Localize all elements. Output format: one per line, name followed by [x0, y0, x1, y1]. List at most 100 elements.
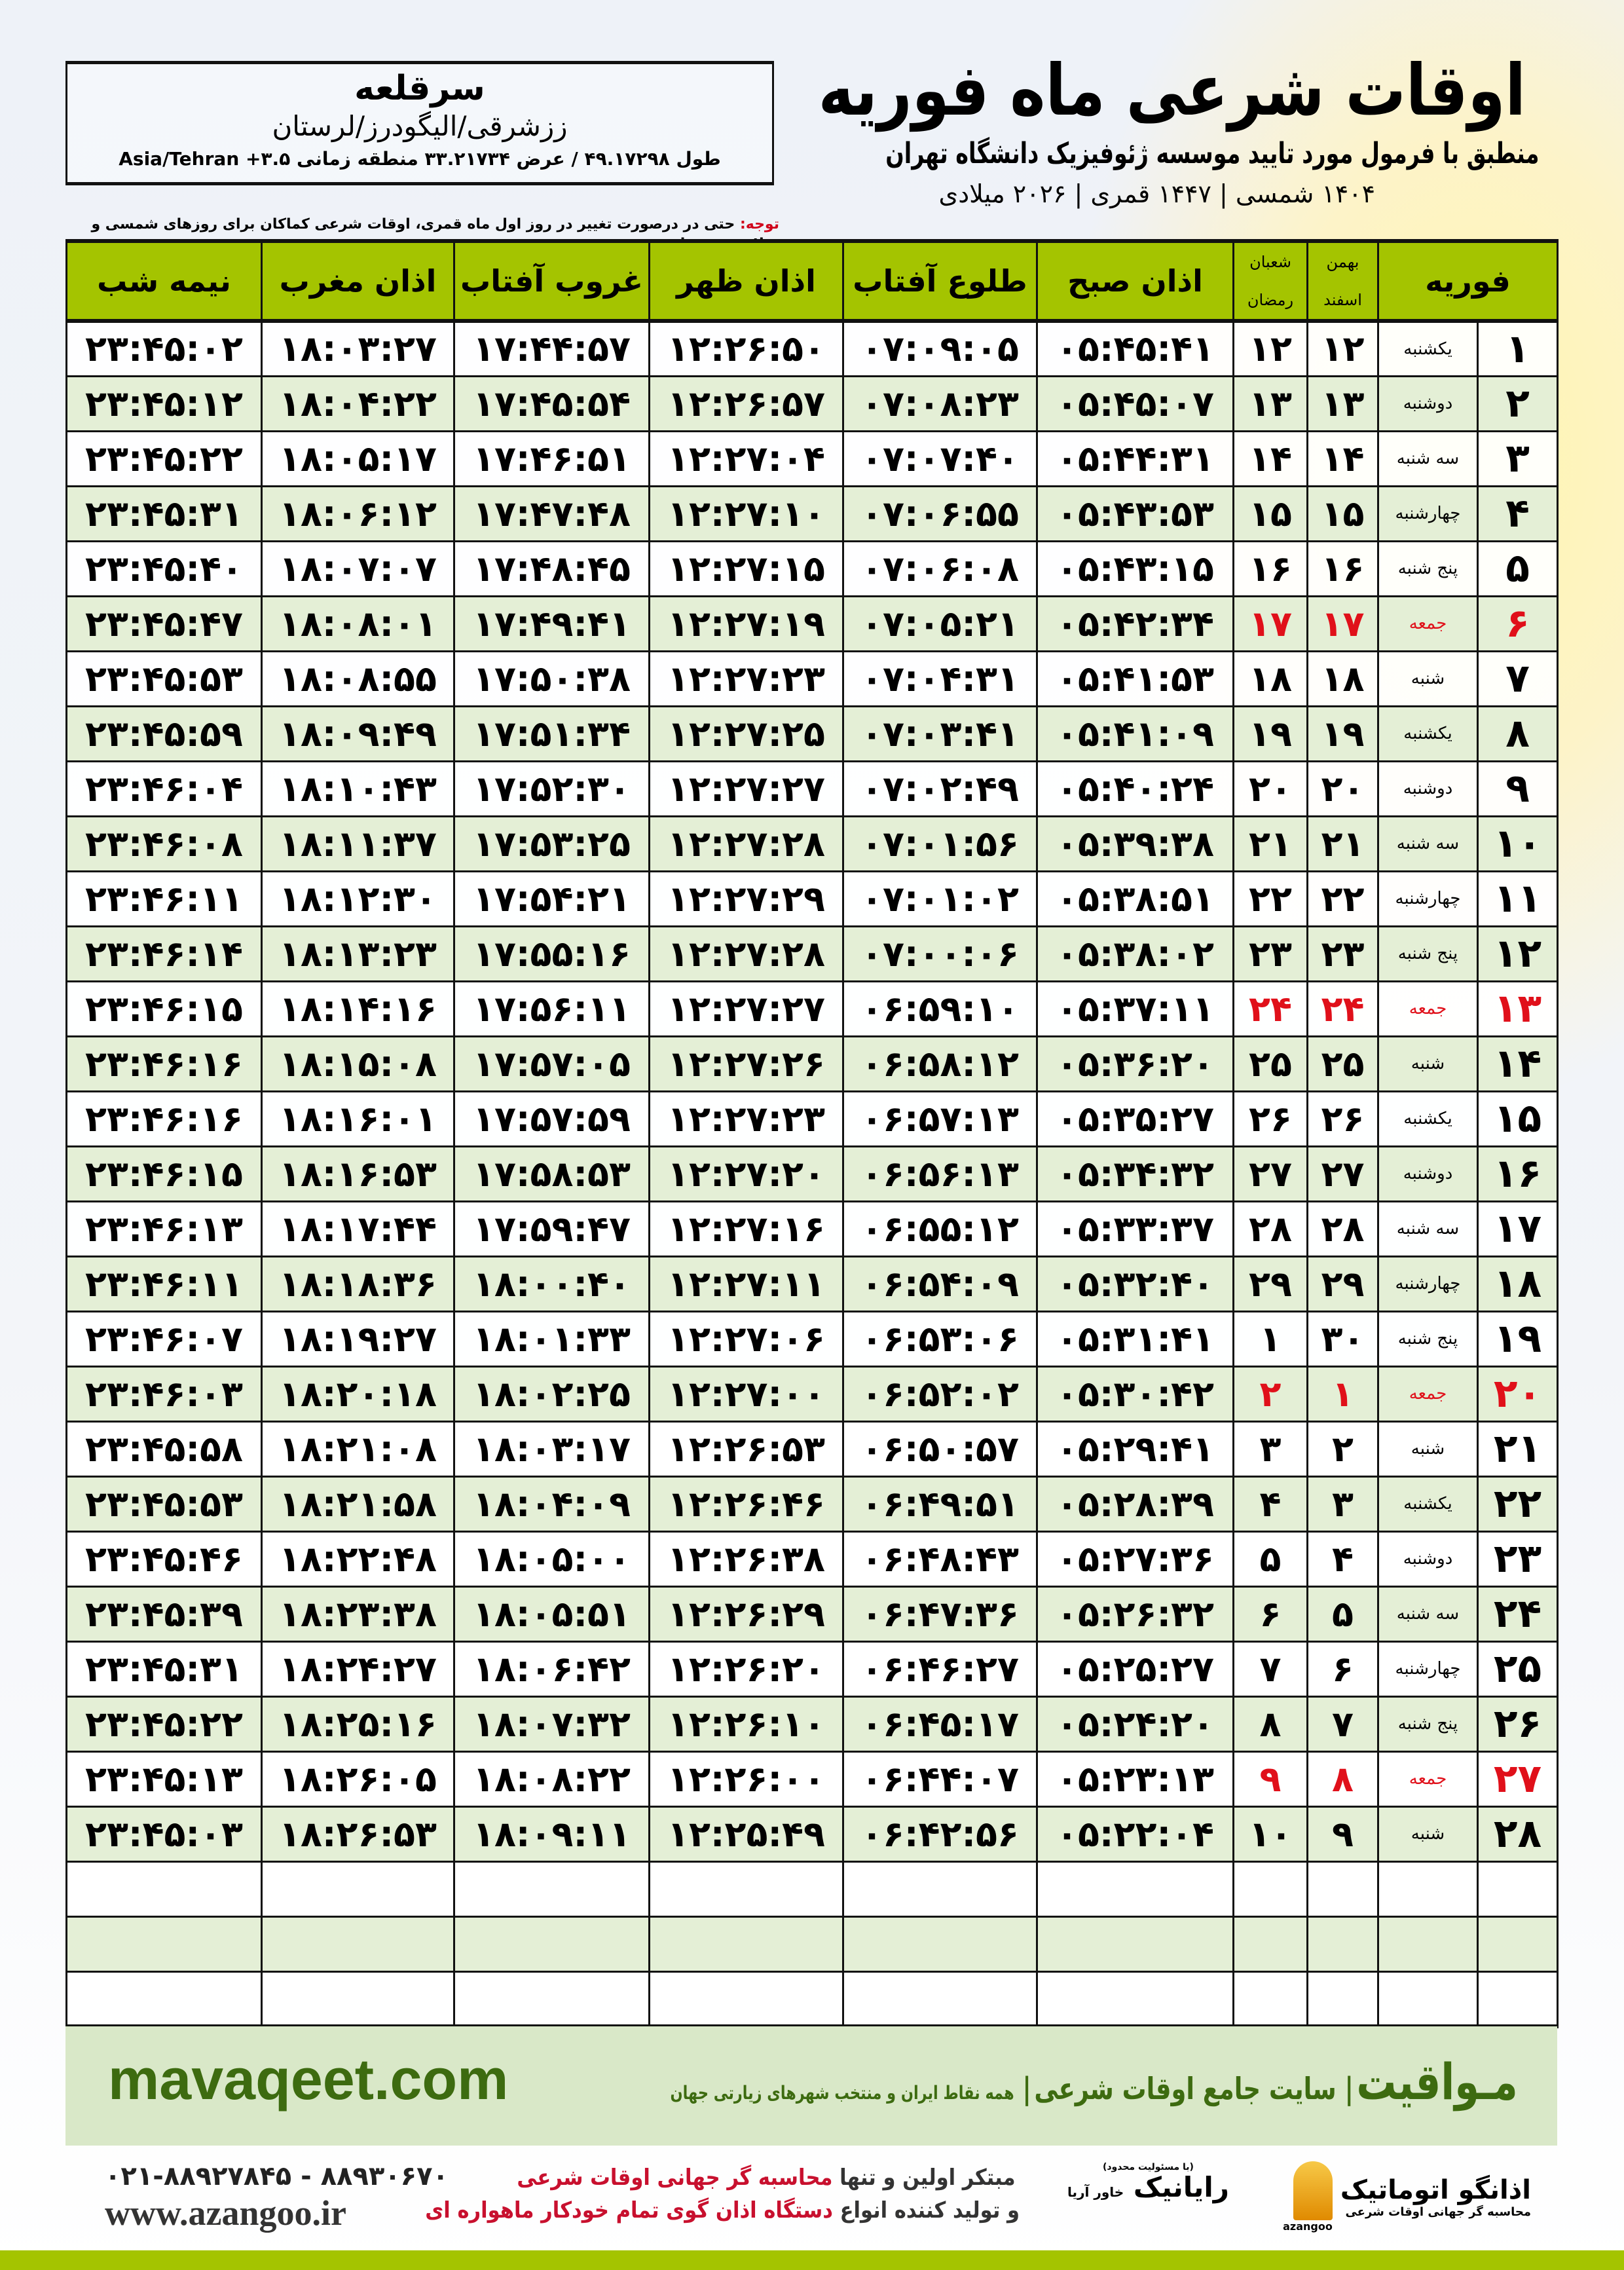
cell-qamari-day: ۱۵: [1232, 485, 1308, 542]
cell-dhuhr: ۱۲:۲۶:۰۰: [648, 1750, 844, 1808]
cell-day: ۲۰: [1477, 1365, 1559, 1423]
cell-fajr: ۰۵:۳۹:۳۸: [1036, 815, 1234, 872]
cell-qamari-day: ۱۷: [1232, 595, 1308, 652]
mavaqeet-tagline2: همه نقاط ایران و منتخب شهرهای زیارتی جها…: [670, 2082, 1014, 2104]
cell-shamsi-day: ۲۳: [1306, 925, 1379, 982]
mavaqeet-url[interactable]: mavaqeet.com: [108, 2047, 509, 2112]
mavaqeet-tagline: سایت جامع اوقات شرعی: [1034, 2071, 1337, 2106]
cell-shamsi-day: ۸: [1306, 1750, 1379, 1808]
cell-shamsi-day: ۲۰: [1306, 760, 1379, 817]
cell-sunset: ۱۸:۰۱:۳۳: [453, 1310, 650, 1368]
table-row: ۳ سه شنبه ۱۴ ۱۴ ۰۵:۴۴:۳۱ ۰۷:۰۷:۴۰ ۱۲:۲۷:۰۴ ۱۷:۴…: [65, 430, 1559, 487]
cell-shamsi-day: ۲۴: [1306, 980, 1379, 1037]
cell-day: ۹: [1477, 760, 1559, 817]
cell-sunset: ۱۷:۵۷:۰۵: [453, 1035, 650, 1092]
cell-maghrib: ۱۸:۱۲:۳۰: [261, 870, 455, 927]
header-sunrise: طلوع آفتاب: [842, 239, 1038, 323]
cell-sunrise: ۰۷:۰۴:۳۱: [842, 650, 1038, 707]
cell-shamsi-day: ۱۶: [1306, 540, 1379, 597]
cell-day: ۲۴: [1477, 1585, 1559, 1643]
cell-maghrib: ۱۸:۲۶:۵۳: [261, 1805, 455, 1863]
cell-dhuhr: ۱۲:۲۶:۵۰: [648, 320, 844, 377]
cell-qamari-day: ۱۹: [1232, 705, 1308, 762]
cell-midnight: ۲۳:۴۶:۰۸: [65, 815, 263, 872]
cell-weekday: پنج شنبه: [1377, 1310, 1479, 1368]
cell-day: ۶: [1477, 595, 1559, 652]
cell-sunrise: ۰۶:۵۲:۰۲: [842, 1365, 1038, 1423]
cell-midnight: ۲۳:۴۵:۳۱: [65, 485, 263, 542]
cell-fajr: ۰۵:۳۳:۳۷: [1036, 1200, 1234, 1257]
cell-day: ۲۵: [1477, 1640, 1559, 1698]
cell-shamsi-day: ۲: [1306, 1420, 1379, 1478]
cell-weekday: جمعه: [1377, 1365, 1479, 1423]
cell-midnight: ۲۳:۴۵:۵۳: [65, 1475, 263, 1533]
header-month: فوریه: [1377, 239, 1559, 323]
rayanik-note: (با مسئولیت محدود): [1102, 2162, 1194, 2172]
cell-day: ۳: [1477, 430, 1559, 487]
cell-weekday: یکشنبه: [1377, 1090, 1479, 1147]
cell-fajr: ۰۵:۲۷:۳۶: [1036, 1530, 1234, 1588]
cell-sunrise: ۰۷:۰۰:۰۶: [842, 925, 1038, 982]
cell-shamsi-day: ۳: [1306, 1475, 1379, 1533]
note: توجه: حتی در درصورت تغییر در روز اول ماه…: [65, 215, 779, 254]
cell-qamari-day: ۱۶: [1232, 540, 1308, 597]
cell-dhuhr: ۱۲:۲۶:۵۳: [648, 1420, 844, 1478]
cell-fajr: ۰۵:۲۴:۲۰: [1036, 1695, 1234, 1753]
cell-day: ۱۷: [1477, 1200, 1559, 1257]
cell-dhuhr: ۱۲:۲۷:۰۰: [648, 1365, 844, 1423]
table-row: ۱۸ چهارشنبه ۲۹ ۲۹ ۰۵:۳۲:۴۰ ۰۶:۵۴:۰۹ ۱۲:۲۷:۱۱ ۱۸…: [65, 1255, 1559, 1312]
cell-sunset: ۱۸:۰۷:۳۲: [453, 1695, 650, 1753]
azangoo-sub: محاسبه گر جهانی اوقات شرعی: [1345, 2205, 1531, 2219]
cell-midnight: ۲۳:۴۵:۴۶: [65, 1530, 263, 1588]
cell-maghrib: ۱۸:۲۰:۱۸: [261, 1365, 455, 1423]
cell-shamsi-day: ۲۵: [1306, 1035, 1379, 1092]
cell-sunrise: ۰۷:۰۸:۲۳: [842, 375, 1038, 432]
cell-weekday: پنج شنبه: [1377, 925, 1479, 982]
cell-day: ۱۶: [1477, 1145, 1559, 1202]
empty-cell: [1232, 1915, 1308, 1973]
sponsor-footer: ۰۲۱-۸۸۹۲۷۸۴۵ - ۸۸۹۳۰۶۷۰ www.azangoo.ir م…: [65, 2155, 1557, 2233]
table-row: ۱۱ چهارشنبه ۲۲ ۲۲ ۰۵:۳۸:۵۱ ۰۷:۰۱:۰۲ ۱۲:۲۷:۲۹ ۱۷…: [65, 870, 1559, 927]
cell-qamari-day: ۲۱: [1232, 815, 1308, 872]
cell-maghrib: ۱۸:۲۱:۵۸: [261, 1475, 455, 1533]
cell-midnight: ۲۳:۴۶:۱۶: [65, 1090, 263, 1147]
empty-cell: [842, 1915, 1038, 1973]
cell-sunrise: ۰۶:۴۷:۳۶: [842, 1585, 1038, 1643]
cell-fajr: ۰۵:۳۴:۳۲: [1036, 1145, 1234, 1202]
cell-maghrib: ۱۸:۰۳:۲۷: [261, 320, 455, 377]
azangoo-logo: اذانگو اتوماتیک محاسبه گر جهانی اوقات شرع…: [1283, 2161, 1531, 2233]
cell-day: ۲۸: [1477, 1805, 1559, 1863]
cell-weekday: یکشنبه: [1377, 705, 1479, 762]
cell-sunset: ۱۷:۴۶:۵۱: [453, 430, 650, 487]
header-qamari: شعبان رمضان: [1232, 239, 1308, 323]
table-row: ۱۷ سه شنبه ۲۸ ۲۸ ۰۵:۳۳:۳۷ ۰۶:۵۵:۱۲ ۱۲:۲۷:۱۶ ۱۷:…: [65, 1200, 1559, 1257]
cell-weekday: جمعه: [1377, 1750, 1479, 1808]
empty-cell: [648, 1915, 844, 1973]
cell-fajr: ۰۵:۴۴:۳۱: [1036, 430, 1234, 487]
table-row: ۲۱ شنبه ۲ ۳ ۰۵:۲۹:۴۱ ۰۶:۵۰:۵۷ ۱۲:۲۶:۵۳ ۱۸:۰۳:۱۷…: [65, 1420, 1559, 1478]
cell-shamsi-day: ۱۹: [1306, 705, 1379, 762]
empty-cell: [1306, 1970, 1379, 2028]
cell-sunset: ۱۷:۴۷:۴۸: [453, 485, 650, 542]
table-row: ۲۷ جمعه ۸ ۹ ۰۵:۲۳:۱۳ ۰۶:۴۴:۰۷ ۱۲:۲۶:۰۰ ۱۸:۰۸:۲۲…: [65, 1750, 1559, 1808]
cell-day: ۱: [1477, 320, 1559, 377]
cell-dhuhr: ۱۲:۲۶:۱۰: [648, 1695, 844, 1753]
cell-midnight: ۲۳:۴۵:۳۱: [65, 1640, 263, 1698]
azangoo-url[interactable]: www.azangoo.ir: [105, 2193, 346, 2233]
city-name: سرقلعه: [354, 69, 485, 108]
cell-day: ۲۶: [1477, 1695, 1559, 1753]
empty-cell: [261, 1860, 455, 1918]
cell-qamari-day: ۲۴: [1232, 980, 1308, 1037]
mavaqeet-brand: مـواقیت | سایت جامع اوقات شرعی | همه نقا…: [670, 2053, 1518, 2111]
cell-weekday: دوشنبه: [1377, 760, 1479, 817]
cell-qamari-day: ۱۳: [1232, 375, 1308, 432]
cell-sunrise: ۰۷:۰۹:۰۵: [842, 320, 1038, 377]
table-row: ۶ جمعه ۱۷ ۱۷ ۰۵:۴۲:۳۴ ۰۷:۰۵:۲۱ ۱۲:۲۷:۱۹ ۱۷:۴۹:۴…: [65, 595, 1559, 652]
cell-qamari-day: ۵: [1232, 1530, 1308, 1588]
empty-cell: [842, 1970, 1038, 2028]
cell-maghrib: ۱۸:۲۱:۰۸: [261, 1420, 455, 1478]
cell-qamari-day: ۳: [1232, 1420, 1308, 1478]
cell-sunset: ۱۷:۵۲:۳۰: [453, 760, 650, 817]
table-row: ۲۶ پنج شنبه ۷ ۸ ۰۵:۲۴:۲۰ ۰۶:۴۵:۱۷ ۱۲:۲۶:۱۰ ۱۸:۰…: [65, 1695, 1559, 1753]
cell-day: ۲۷: [1477, 1750, 1559, 1808]
